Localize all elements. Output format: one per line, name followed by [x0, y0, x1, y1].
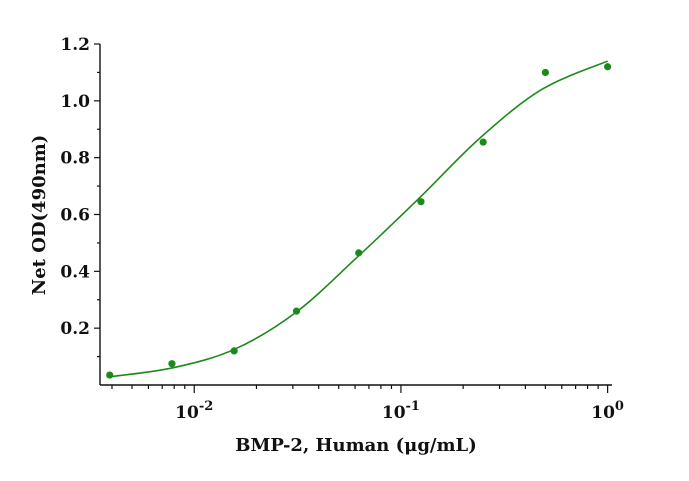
data-point: [541, 68, 550, 77]
y-tick-label: 0.2: [60, 319, 90, 339]
data-point: [168, 360, 176, 368]
y-axis: 0.2 0.4 0.6 0.8 1.0 1.2: [60, 35, 101, 385]
plot-area: [106, 60, 612, 379]
y-axis-title: Net OD(490nm): [29, 135, 50, 296]
y-tick-label: 0.8: [60, 149, 90, 169]
fit-curve: [111, 60, 608, 378]
data-point: [479, 138, 487, 146]
x-tick-label: 10-2: [175, 399, 213, 423]
x-ticks: 10-2 10-1 100: [111, 385, 624, 423]
x-tick-label: 100: [591, 399, 624, 423]
y-tick-label: 0.4: [60, 262, 90, 282]
y-ticks: 0.2 0.4 0.6 0.8 1.0 1.2: [60, 35, 100, 358]
data-point: [417, 198, 425, 206]
y-tick-label: 1.0: [60, 92, 90, 112]
data-point: [355, 249, 363, 257]
data-point: [604, 63, 612, 71]
y-tick-label: 0.6: [60, 206, 90, 226]
data-point: [230, 347, 238, 355]
x-tick-label: 10-1: [382, 399, 420, 423]
x-axis-title: BMP-2, Human (μg/mL): [235, 435, 476, 456]
data-point: [106, 371, 114, 379]
data-point: [292, 307, 301, 315]
x-axis: 10-2 10-1 100: [100, 384, 624, 423]
y-tick-label: 1.2: [60, 35, 90, 55]
